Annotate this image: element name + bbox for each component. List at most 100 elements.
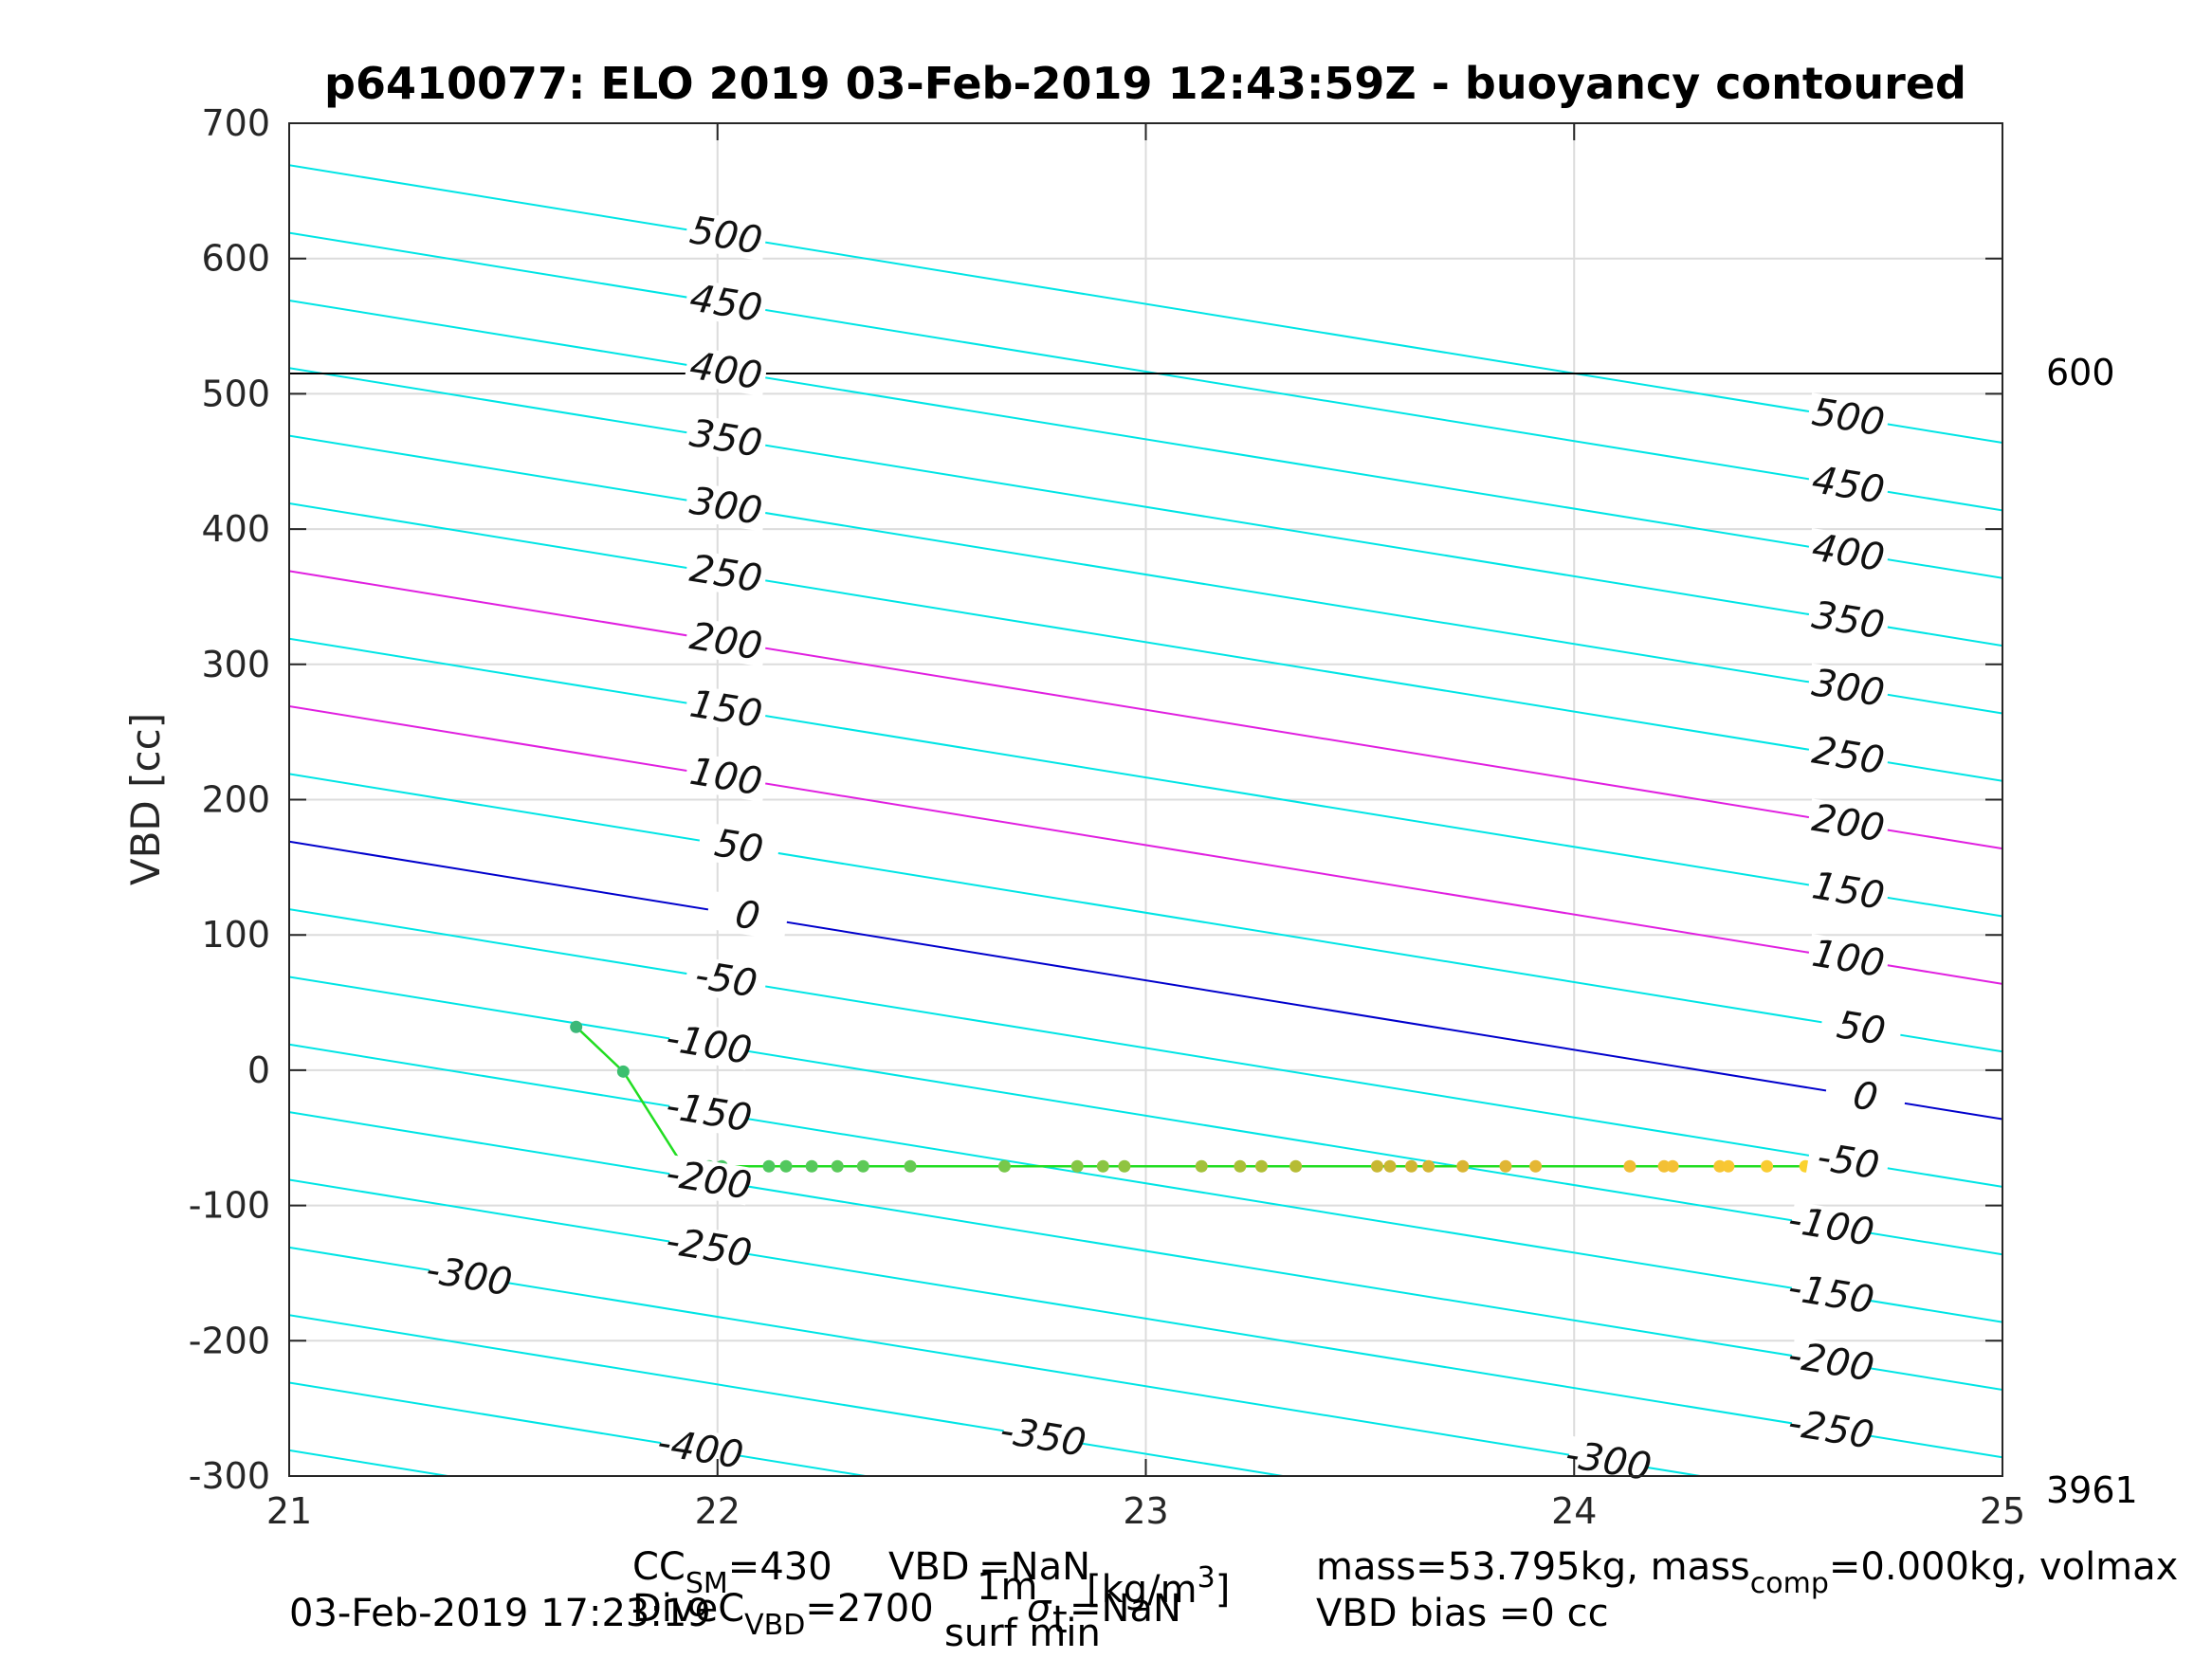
contour-label-backdrop: [1805, 798, 1892, 849]
data-point: [856, 1159, 869, 1173]
data-point: [1096, 1159, 1109, 1173]
contour-label-backdrop: [427, 1251, 512, 1303]
footer-mass: mass=53.795kg, masscomp=0.000kg, volmax: [1316, 1545, 2178, 1600]
contour-label-backdrop: [667, 1155, 752, 1206]
x-tick-label: 21: [266, 1490, 312, 1532]
axis-ticks: 21 22 23 24 25 -300 -200 -100 0 100 200 300 400 500 60…: [189, 102, 2025, 1532]
footer-mass-rest: =0.000kg, volmax: [1829, 1545, 2178, 1589]
contour-label-backdrop: [1805, 934, 1892, 984]
y-tick-label: 200: [201, 779, 270, 821]
contour-line: [289, 637, 2002, 918]
y-tick-label: 0: [247, 1049, 270, 1091]
contour-label-backdrop: [667, 1087, 752, 1138]
contour-line: [289, 773, 2002, 1053]
data-point: [1422, 1159, 1435, 1173]
x-tick-label: 22: [695, 1490, 740, 1532]
data-point: [1405, 1159, 1418, 1173]
contour-label-backdrop: [1788, 1404, 1874, 1455]
footer-cc-value: =430: [728, 1545, 832, 1589]
contour-label-backdrop: [696, 821, 781, 872]
footer-sigma: σ: [1027, 1587, 1052, 1631]
contour-label: -50: [1814, 1136, 1882, 1189]
data-point: [1499, 1159, 1512, 1173]
footer-vbd-bias: VBD bias =0 cc: [1316, 1592, 1609, 1635]
data-point: [1070, 1159, 1084, 1173]
y-tick-label: 300: [201, 644, 270, 685]
contour-label: 50: [712, 821, 767, 872]
chart-title: p6410077: ELO 2019 03-Feb-2019 12:43:59Z…: [324, 58, 1966, 109]
data-point: [1370, 1159, 1383, 1173]
footer-mass-text: mass=53.795kg, mass: [1316, 1545, 1750, 1589]
contour-label-backdrop: [1788, 1268, 1874, 1320]
data-point: [805, 1159, 818, 1173]
contour-label-backdrop: [684, 752, 769, 803]
contour-line: [289, 1111, 2002, 1391]
contour-label-backdrop: [684, 955, 769, 1006]
data-point: [779, 1159, 793, 1173]
reference-line-label: 600: [2046, 352, 2115, 393]
y-tick-label: 600: [201, 238, 270, 280]
x-tick-label: 23: [1123, 1490, 1168, 1532]
data-point: [1761, 1159, 1774, 1173]
y-tick-label: 500: [201, 373, 270, 414]
contour-line: [289, 1178, 2002, 1459]
data-point: [1254, 1159, 1268, 1173]
contour-label-backdrop: [684, 616, 769, 667]
data-point: [1623, 1159, 1636, 1173]
contour-label-backdrop: [684, 346, 769, 397]
footer-vbd-value: =NaN: [978, 1545, 1090, 1589]
footer-units-close: ]: [1216, 1568, 1231, 1612]
footer-cc-sub: SM: [686, 1567, 728, 1600]
footer-cc-sm: CCSM=430: [632, 1545, 832, 1600]
footer-units: [kg/m3]: [1087, 1561, 1230, 1612]
contour-label-backdrop: [684, 684, 769, 735]
contour-line: [289, 299, 2002, 579]
contour-label-backdrop: [684, 549, 769, 600]
data-point: [1722, 1159, 1735, 1173]
footer-dive-main: DiveC: [632, 1587, 744, 1631]
footer-mass-sub: comp: [1750, 1567, 1829, 1600]
contour-label-backdrop: [1805, 460, 1892, 511]
y-tick-label: 100: [201, 914, 270, 956]
footer-surf-min: surf min: [944, 1612, 1101, 1655]
contour-label-backdrop: [667, 1222, 752, 1273]
contour-label-backdrop: [1822, 1071, 1909, 1122]
buoyancy-contours: [289, 164, 2002, 1476]
contour-line: [289, 1246, 1707, 1476]
data-point: [1456, 1159, 1470, 1173]
footer-dive-c-vbd: DiveCVBD=2700: [632, 1587, 934, 1642]
data-point: [997, 1159, 1011, 1173]
footer-dive-sub: VBD: [744, 1609, 805, 1642]
contour-line: [289, 1381, 871, 1476]
footer-vbd-sup: 1m: [977, 1565, 1037, 1609]
y-tick-label: 700: [201, 102, 270, 144]
footer-vbd-1m: VBD =NaN: [888, 1545, 1090, 1589]
y-tick-label: 400: [201, 508, 270, 550]
contour-line: [289, 1314, 1289, 1476]
data-point: [1657, 1159, 1671, 1173]
contour-label-backdrop: [658, 1424, 743, 1475]
footer-units-sup: 3: [1197, 1561, 1216, 1595]
data-point: [570, 1020, 583, 1033]
contour-line: [289, 367, 2002, 647]
contour-line: [289, 164, 2002, 445]
footer-timestamp: 03-Feb-2019 17:23:19: [289, 1592, 711, 1635]
contour-line: [289, 840, 2002, 1121]
footer-vbd-main: VBD: [888, 1545, 970, 1589]
contour-label-backdrop: [1805, 663, 1892, 714]
data-point: [1195, 1159, 1208, 1173]
x-tick-label: 24: [1551, 1490, 1597, 1532]
contour-label-backdrop: [667, 1019, 752, 1070]
contour-line: [289, 908, 2002, 1188]
corner-label: 3961: [2046, 1469, 2138, 1511]
contour-label-backdrop: [1000, 1412, 1086, 1463]
contour-line: [289, 434, 2002, 715]
grid-lines: [289, 123, 2002, 1476]
contour-label-backdrop: [684, 210, 769, 262]
contour-label-backdrop: [1805, 527, 1892, 578]
footer-cc-main: CC: [632, 1545, 686, 1589]
contour-line: [289, 231, 2002, 512]
contour-label-backdrop: [1805, 392, 1892, 444]
footer-sigma-value: =NaN: [1069, 1587, 1181, 1631]
